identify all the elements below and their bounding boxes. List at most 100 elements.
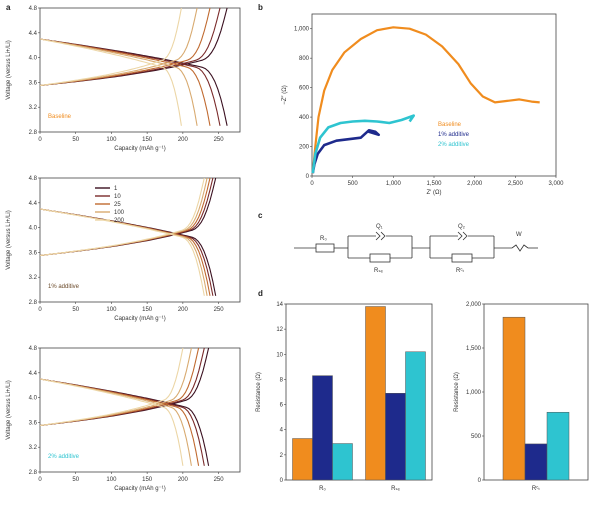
x-tick-label: 200 (178, 137, 189, 143)
y-tick-label: 4.8 (29, 176, 38, 182)
x-tick-label: 50 (72, 307, 79, 313)
discharge-curve-rate-200 (39, 38, 182, 126)
y-tick-label: 10 (276, 352, 283, 358)
x-tick-label: 500 (348, 181, 359, 187)
condition-annotation: 2% additive (48, 454, 80, 460)
nyquist-series-2-additive (311, 114, 415, 174)
bar-2-additive (405, 351, 426, 481)
legend-label-100: 100 (114, 210, 125, 216)
y-tick-label: 500 (471, 434, 482, 440)
y-axis-label: Voltage (versus Li+/Li) (6, 380, 12, 440)
category-label: R₀ (319, 486, 326, 492)
legend-label-1: 1 (114, 186, 118, 192)
charge-discharge-plot-2pct: 0 50 100 150 200 250 2.8 3.2 3.6 4.0 4.4 4.8 Capacit… (6, 346, 241, 492)
y-tick-label: 800 (299, 56, 310, 62)
y-tick-label: 3.6 (29, 250, 38, 256)
panel-label-b: b (258, 3, 263, 12)
y-tick-label: 1,000 (294, 27, 310, 33)
equivalent-circuit: R₀ Q₁ Rₛₑ Q₂ Rᶜₜ W (294, 224, 538, 274)
x-tick-label: 200 (178, 307, 189, 313)
resistor-rsei (369, 253, 391, 263)
charge-curve-rate-200 (39, 177, 205, 257)
charge-curve-rate-10 (39, 7, 221, 87)
nyquist-series-1-additive (311, 129, 380, 174)
y-axis-label: Voltage (versus Li+/Li) (6, 40, 12, 100)
resistor-r0 (315, 243, 335, 253)
x-tick-label: 0 (38, 477, 42, 483)
condition-annotation: Baseline (48, 114, 72, 120)
nyquist-legend-label: 2% additive (438, 142, 470, 148)
charge-curve-rate-25 (39, 7, 211, 87)
x-tick-label: 1,500 (426, 181, 442, 187)
y-tick-label: 0 (280, 478, 284, 484)
y-tick-label: 2.8 (29, 300, 38, 306)
x-tick-label: 2,500 (508, 181, 524, 187)
resistance-bar-chart-r0-rsei: 0 2 4 6 8 10 12 14 Resistance (Ω) R₀ Rₛₑ (256, 302, 433, 492)
condition-annotation: 1% additive (48, 284, 80, 290)
x-tick-label: 250 (214, 307, 225, 313)
legend-label-10: 10 (114, 194, 121, 200)
y-tick-label: 0 (478, 478, 482, 484)
charge-curve-rate-100 (39, 7, 198, 87)
y-tick-label: 2,000 (466, 302, 482, 308)
label-w: W (516, 232, 522, 238)
x-tick-label: 2,000 (467, 181, 483, 187)
charge-discharge-plot-baseline: 0 50 100 150 200 250 2.8 3.2 3.6 4.0 4.4 4.8 Capacit… (6, 6, 241, 152)
y-tick-label: 3.2 (29, 275, 38, 281)
legend-label-200: 200 (114, 218, 125, 224)
plot-frame (39, 7, 241, 133)
resistor-rct (451, 253, 473, 263)
x-tick-label: 150 (142, 477, 153, 483)
y-tick-label: 4.8 (29, 346, 38, 352)
y-tick-label: 4.0 (29, 226, 38, 232)
category-label: Rᶜₜ (532, 486, 540, 492)
legend-label-25: 25 (114, 202, 121, 208)
discharge-curve-rate-200 (39, 208, 205, 296)
y-tick-label: 4.0 (29, 56, 38, 62)
y-axis-label: Resistance (Ω) (256, 372, 262, 412)
y-axis-label: Voltage (versus Li+/Li) (6, 210, 12, 270)
bar-2-additive (332, 443, 353, 481)
y-tick-label: 6 (280, 403, 284, 409)
label-q1: Q₁ (376, 224, 383, 230)
nyquist-legend-label: 1% additive (438, 132, 470, 138)
x-tick-label: 50 (72, 477, 79, 483)
y-tick-label: 2 (280, 453, 284, 459)
charge-curve-rate-200 (39, 347, 184, 427)
y-axis-label: −Z″ (Ω) (282, 85, 288, 104)
x-tick-label: 100 (106, 307, 117, 313)
bar-1-additive (312, 375, 333, 481)
label-r0: R₀ (320, 236, 327, 242)
x-tick-label: 200 (178, 477, 189, 483)
plot-frame (285, 303, 433, 481)
charge-curve-rate-100 (39, 347, 192, 427)
y-tick-label: 200 (299, 145, 310, 151)
y-tick-label: 14 (276, 302, 283, 308)
y-tick-label: 2.8 (29, 130, 38, 136)
y-tick-label: 400 (299, 115, 310, 121)
bar-1-additive (385, 393, 406, 481)
bar-2-additive (546, 411, 570, 481)
nyquist-legend-label: Baseline (438, 122, 462, 128)
bar-baseline (292, 438, 313, 481)
panel-label-a: a (6, 3, 11, 12)
charge-curve-rate-200 (39, 7, 182, 87)
charge-discharge-plot-1pct: 0 50 100 150 200 250 2.8 3.2 3.6 4.0 4.4 4.8 Capacit… (6, 176, 241, 322)
panel-label-d: d (258, 289, 263, 298)
x-tick-label: 0 (310, 181, 314, 187)
plot-frame (39, 177, 241, 303)
bar-baseline (365, 306, 386, 481)
x-axis-label: Z′ (Ω) (427, 190, 442, 196)
y-tick-label: 4 (280, 428, 284, 434)
y-tick-label: 8 (280, 377, 284, 383)
x-tick-label: 250 (214, 477, 225, 483)
label-rct: Rᶜₜ (456, 268, 464, 274)
nyquist-plot: 0 500 1,000 1,500 2,000 2,500 3,000 0 200 400 600 8… (282, 13, 564, 196)
y-tick-label: 0 (306, 174, 310, 180)
x-tick-label: 100 (106, 477, 117, 483)
x-axis-label: Capacity (mAh g⁻¹) (114, 316, 166, 322)
discharge-curve-rate-200 (39, 378, 184, 466)
x-tick-label: 3,000 (548, 181, 564, 187)
x-tick-label: 1,000 (386, 181, 402, 187)
